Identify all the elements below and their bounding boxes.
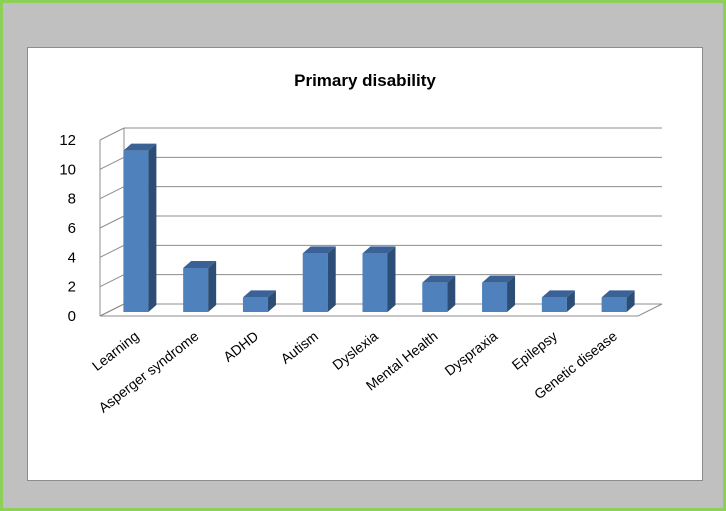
bar [302,246,336,312]
bar-side [626,290,635,312]
bar [242,290,276,312]
bar-front [541,297,567,312]
bar-front [302,253,328,312]
x-tick-label: Dyslexia [329,328,381,373]
wall-gridline [99,215,125,229]
bar-side [387,246,396,312]
x-tick-label: Learning [89,328,142,374]
bar-top [123,143,157,151]
chart-area: Primary disability 0 2 4 6 8 10 12 Learning Asp… [27,47,703,481]
x-tick-label: Asperger syndrome [95,328,201,416]
bar-front [601,297,627,312]
bar-top [541,290,575,298]
y-tick-label: 0 [68,308,76,325]
bar-front [362,253,388,312]
wall-gridline [99,127,125,141]
bar-top [183,261,217,268]
y-tick-label: 12 [59,132,76,149]
y-tick-label: 4 [68,249,76,266]
bar-side [267,290,276,312]
bar-top [422,275,456,283]
x-tick-label: Epilepsy [509,328,561,373]
bars [123,143,635,312]
x-tick-label: ADHD [220,328,261,365]
bar [362,246,396,312]
bar-front [123,150,149,312]
bar-front [242,297,268,312]
bar-side [148,143,157,312]
bar-top [302,246,336,254]
y-tick-label: 2 [68,279,76,296]
y-tick-label: 6 [68,220,76,237]
bar [422,275,456,312]
bar [601,290,635,312]
y-tick-label: 10 [59,161,76,178]
bar-top [601,290,635,298]
bar [541,290,575,312]
bar-side [327,246,336,312]
x-tick-label: Dyspraxia [441,328,500,379]
x-tick-label: Autism [277,328,321,367]
bar [482,275,516,312]
bar-front [183,268,209,312]
y-axis: 0 2 4 6 8 10 12 [59,132,76,325]
bar-side [566,290,575,312]
wall-gridline [99,274,125,288]
wall-gridline [99,244,125,258]
wall-gridline [99,186,125,200]
bar [183,261,217,312]
bar-side [507,275,516,312]
wall-gridline [99,156,125,170]
bar-front [482,282,508,312]
bar-side [208,261,217,312]
wall-gridline [99,303,125,317]
bar-top [242,290,276,298]
bar-side [447,275,456,312]
bar-front [422,282,448,312]
chart-title: Primary disability [294,71,436,90]
bar-top [482,275,516,283]
bar [123,143,157,312]
bar-top [362,246,396,254]
y-tick-label: 8 [68,191,76,208]
